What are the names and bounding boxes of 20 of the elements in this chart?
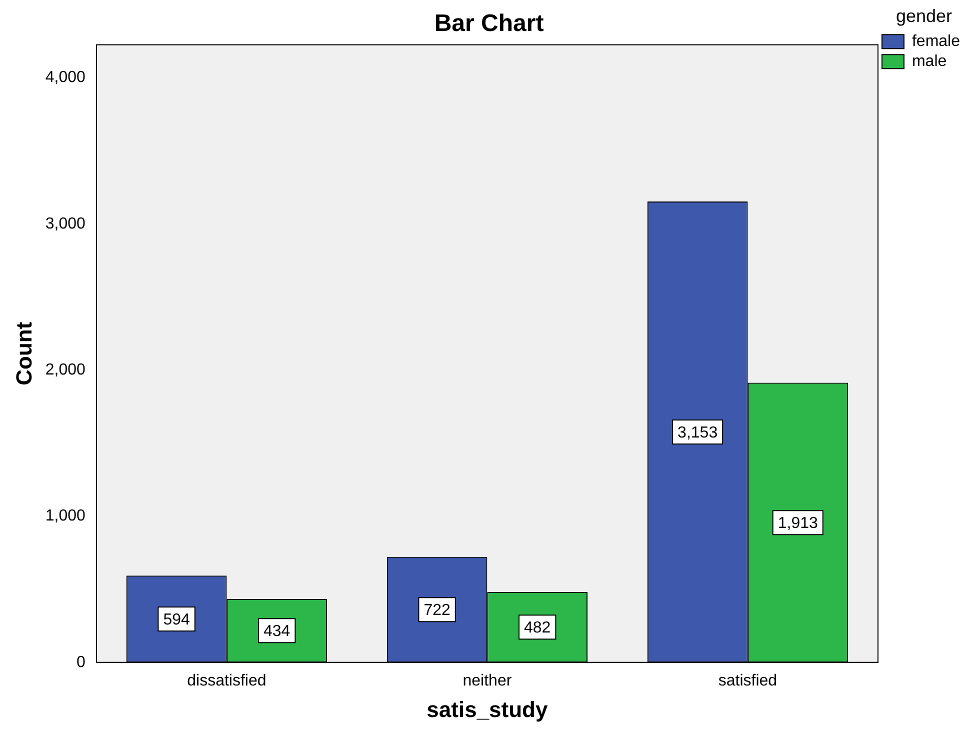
x-tick-label: dissatisfied <box>187 672 266 690</box>
x-axis-title: satis_study <box>426 696 548 722</box>
y-tick-label: 2,000 <box>45 361 86 378</box>
x-tick-label: satisfied <box>718 672 778 690</box>
legend-label: male <box>912 53 947 70</box>
y-tick-label: 0 <box>76 654 86 671</box>
legend-label: female <box>912 33 960 50</box>
data-label: 482 <box>524 620 551 637</box>
y-axis-title: Count <box>11 321 36 386</box>
data-label: 434 <box>263 623 290 640</box>
y-tick-label: 1,000 <box>45 508 86 525</box>
legend-title: gender <box>896 6 952 26</box>
chart-title: Bar Chart <box>434 10 544 38</box>
data-label: 1,913 <box>778 514 818 532</box>
data-label: 722 <box>424 602 451 620</box>
y-tick-label: 4,000 <box>45 69 86 86</box>
data-label: 3,153 <box>678 424 718 442</box>
x-tick-label: neither <box>462 672 512 690</box>
y-tick-label: 3,000 <box>45 215 86 232</box>
data-label: 594 <box>163 611 190 628</box>
